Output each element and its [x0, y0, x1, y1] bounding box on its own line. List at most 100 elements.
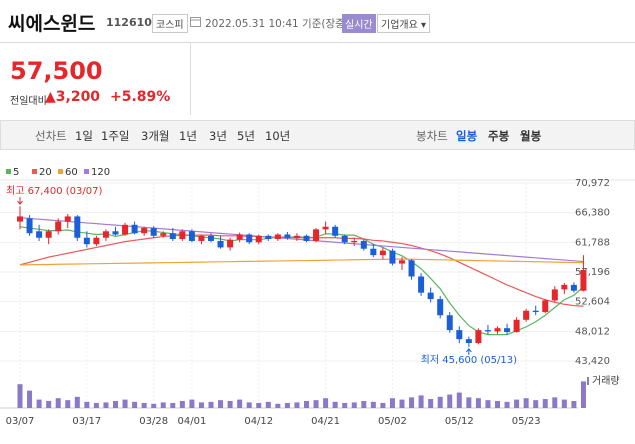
candle-body — [45, 231, 52, 238]
volume-bar — [208, 401, 214, 408]
x-tick-label: 03/17 — [72, 416, 101, 427]
volume-bar — [265, 401, 271, 408]
volume-bar — [103, 402, 109, 408]
candle-body — [26, 218, 33, 234]
volume-bar — [256, 402, 262, 408]
x-tick-label: 04/21 — [311, 416, 340, 427]
timestamp: 2022.05.31 10:41 기준(장중) — [205, 18, 349, 30]
annotation-arrow — [465, 348, 472, 355]
candle-body — [112, 231, 119, 235]
candle-body — [122, 224, 129, 235]
candle-body — [437, 299, 444, 316]
volume-bar — [323, 398, 329, 408]
x-tick-label: 05/12 — [445, 416, 474, 427]
ma-line — [19, 234, 584, 307]
volume-bar — [113, 401, 118, 408]
volume-bar — [351, 402, 357, 408]
period-tab[interactable]: 10년 — [265, 129, 291, 143]
candle-body — [513, 319, 520, 333]
volume-bar — [418, 395, 424, 408]
volume-legend-swatch — [587, 377, 589, 385]
calendar-icon — [190, 17, 201, 27]
company-info-button[interactable]: 기업개요 ▾ — [377, 14, 430, 33]
period-tab[interactable]: 1년 — [179, 129, 197, 143]
candle-body — [408, 260, 415, 277]
volume-bar — [313, 400, 319, 408]
ma-line — [19, 226, 584, 336]
candle-body — [418, 276, 425, 293]
period-tab[interactable]: 3년 — [209, 129, 227, 143]
candle-body — [217, 240, 224, 248]
candle-body — [389, 250, 396, 264]
candle-body — [198, 235, 205, 241]
volume-bar — [542, 399, 548, 408]
candle-body — [504, 328, 511, 333]
candle-period-tab[interactable]: 주봉 — [488, 129, 510, 143]
volume-bar — [561, 399, 567, 408]
annotation-arrow — [17, 197, 23, 205]
volume-bar — [428, 399, 434, 408]
candle-body — [561, 284, 568, 290]
candle-body — [427, 292, 434, 300]
candle-body — [542, 300, 549, 313]
volume-bar — [409, 397, 415, 408]
change: ▲3,200 — [45, 89, 101, 105]
volume-bar — [170, 402, 176, 408]
legend-label: 20 — [39, 167, 52, 178]
candle-body — [36, 231, 43, 238]
line-chart-label: 선차트 — [35, 129, 67, 143]
x-tick-label: 05/02 — [378, 416, 407, 427]
period-tab[interactable]: 1주일 — [101, 129, 130, 143]
period-tab[interactable]: 3개월 — [141, 129, 170, 143]
volume-bar — [227, 401, 233, 408]
x-tick-label: 05/23 — [512, 416, 541, 427]
realtime-button[interactable]: 실시간 — [342, 14, 376, 33]
candle-body — [17, 216, 23, 222]
candle-body — [313, 229, 320, 241]
y-tick-label: 66,380 — [575, 208, 610, 219]
candle-body — [370, 248, 377, 256]
volume-bar — [504, 401, 510, 408]
candle-body — [379, 250, 386, 256]
candle-body — [456, 330, 463, 340]
candle-body — [55, 221, 62, 232]
candle-body — [131, 224, 138, 234]
volume-bar — [275, 403, 281, 408]
quote: 57,500 전일대비 ▲3,200 +5.89% — [0, 43, 191, 115]
volume-bar — [552, 397, 558, 408]
candle-body — [341, 235, 348, 243]
legend-swatch — [32, 169, 37, 174]
stock-name: 씨에스윈드 — [8, 13, 96, 35]
period-tab[interactable]: 5년 — [237, 129, 255, 143]
volume-bar — [447, 394, 453, 408]
volume-bar — [84, 401, 90, 408]
volume-bar — [571, 401, 577, 408]
candle-period-tab[interactable]: 일봉 — [456, 129, 478, 143]
candle-body — [494, 328, 501, 332]
candle-body — [532, 310, 539, 313]
period-tab[interactable]: 1일 — [75, 129, 93, 143]
volume-bar — [189, 399, 195, 408]
volume-bar — [514, 399, 520, 408]
candle-body — [179, 231, 186, 240]
y-tick-label: 61,788 — [575, 237, 610, 248]
volume-bar — [55, 398, 61, 408]
legend-label: 60 — [65, 167, 78, 178]
candle-body — [255, 235, 262, 243]
candle-body — [102, 231, 109, 238]
legend-swatch — [58, 169, 63, 174]
change-pct: +5.89% — [110, 89, 171, 105]
candle-body — [570, 284, 577, 291]
candle-chart-label: 봉차트 — [416, 129, 448, 143]
candle-body — [322, 226, 329, 230]
volume-bar — [399, 399, 405, 408]
volume-bar — [580, 381, 586, 408]
volume-bar — [160, 402, 166, 408]
candle-body — [150, 228, 157, 236]
candle-body — [475, 330, 482, 344]
volume-label: 거래량 — [592, 375, 620, 387]
y-tick-label: 48,012 — [575, 326, 610, 337]
volume-bar — [93, 402, 99, 408]
candle-period-tab[interactable]: 월봉 — [520, 129, 542, 143]
